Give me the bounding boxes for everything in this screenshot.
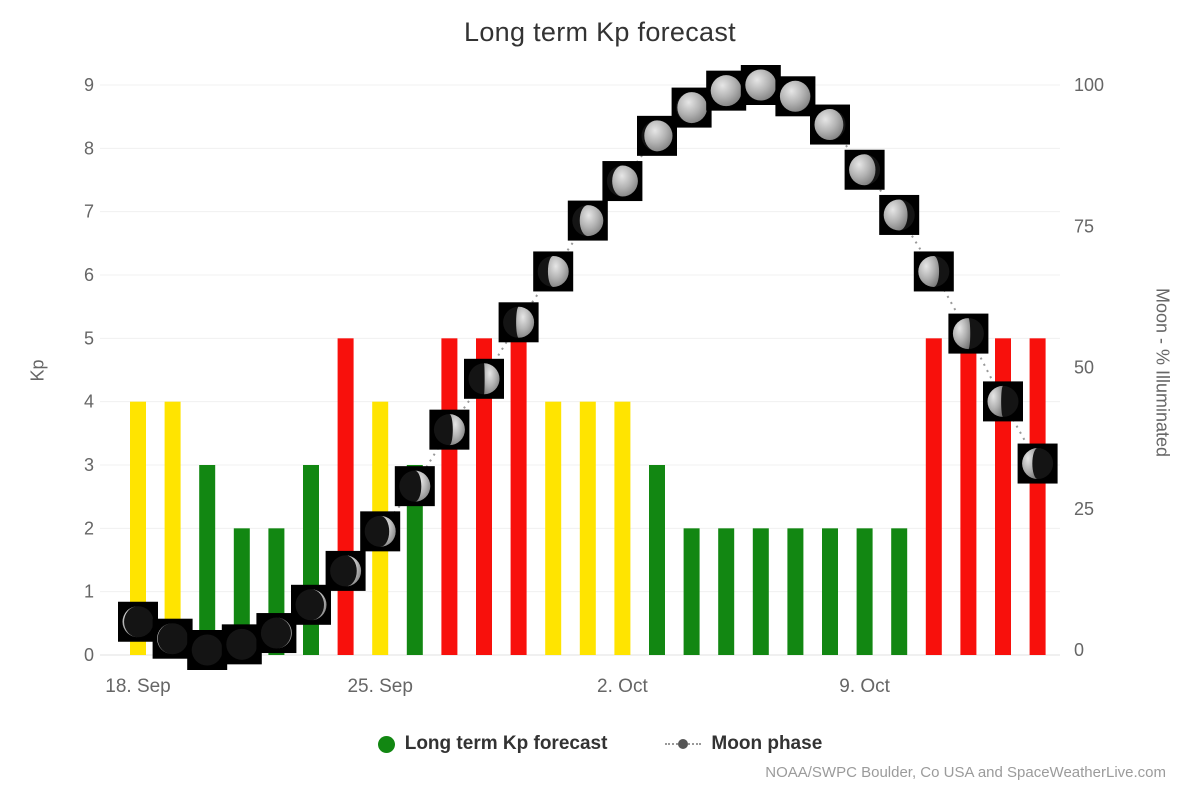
- moon-phase-point[interactable]: [256, 613, 297, 654]
- kp-bar[interactable]: [718, 528, 735, 655]
- right-axis-tick-label: 75: [1074, 216, 1094, 236]
- moon-phase-point[interactable]: [948, 313, 989, 354]
- chart-title: Long term Kp forecast: [464, 17, 736, 47]
- moon-phase-point[interactable]: [706, 70, 747, 111]
- kp-bar[interactable]: [614, 401, 631, 655]
- moon-phase-point[interactable]: [913, 251, 954, 292]
- legend-item-kp-forecast[interactable]: Long term Kp forecast: [377, 733, 608, 755]
- moon-phase-point[interactable]: [671, 87, 712, 128]
- kp-bar[interactable]: [406, 465, 423, 655]
- x-axis-tick-label: 18. Sep: [105, 676, 171, 697]
- kp-bar[interactable]: [545, 401, 562, 655]
- kp-bar[interactable]: [233, 528, 250, 655]
- kp-bar[interactable]: [925, 338, 942, 655]
- moon-dot-icon: [678, 739, 689, 749]
- moon-phase-point[interactable]: [360, 511, 401, 552]
- left-axis-tick-label: 1: [84, 582, 94, 602]
- x-axis-tick-label: 9. Oct: [839, 676, 890, 697]
- moon-phase-point[interactable]: [844, 149, 885, 190]
- left-axis-tick-label: 9: [84, 75, 94, 95]
- kp-bar[interactable]: [579, 401, 596, 655]
- credit-text[interactable]: NOAA/SWPC Boulder, Co USA and SpaceWeath…: [765, 764, 1166, 781]
- moon-phase-point[interactable]: [740, 65, 781, 105]
- moon-phase-point[interactable]: [394, 466, 435, 507]
- moon-phase-point[interactable]: [429, 409, 470, 450]
- moon-phase-point[interactable]: [567, 200, 608, 241]
- moon-phase-point[interactable]: [187, 630, 228, 670]
- moon-phase-point[interactable]: [879, 194, 920, 235]
- legend: Long term Kp forecast Moon phase: [0, 733, 1200, 755]
- kp-bar[interactable]: [960, 338, 977, 655]
- legend-item-moon-phase[interactable]: Moon phase: [665, 733, 822, 755]
- right-axis-tick-label: 100: [1074, 75, 1104, 95]
- moon-phase-legend-icon: [665, 737, 702, 751]
- moon-phase-point[interactable]: [983, 381, 1023, 422]
- left-axis-tick-label: 0: [84, 645, 94, 665]
- moon-phase-point[interactable]: [291, 584, 331, 625]
- moon-phase-point[interactable]: [1017, 443, 1058, 484]
- moon-phase-point[interactable]: [325, 550, 366, 591]
- moon-phase-point[interactable]: [533, 251, 574, 292]
- right-axis-tick-label: 50: [1074, 358, 1094, 378]
- left-axis-tick-label: 2: [84, 518, 94, 538]
- kp-bar[interactable]: [856, 528, 873, 655]
- kp-bar[interactable]: [649, 465, 665, 655]
- x-axis-tick-label: 2. Oct: [597, 676, 648, 697]
- kp-bar[interactable]: [164, 401, 181, 655]
- right-axis-tick-label: 0: [1074, 640, 1084, 660]
- moon-phase-point[interactable]: [810, 104, 850, 145]
- moon-phase-point[interactable]: [118, 601, 158, 642]
- left-axis-tick-label: 7: [84, 202, 94, 222]
- left-axis-tick-label: 5: [84, 328, 94, 348]
- kp-bar[interactable]: [441, 338, 458, 655]
- plot-area: 0 1 2 3 4 5 6 7 8 9 0 25 50 75 100 18. Sep 25. Sep 2. Oct…: [84, 65, 1104, 697]
- kp-bar[interactable]: [891, 528, 908, 655]
- legend-moon-label: Moon phase: [711, 733, 823, 754]
- right-axis-tick-label: 25: [1074, 499, 1094, 519]
- moon-phase-point[interactable]: [498, 302, 539, 343]
- kp-bar[interactable]: [822, 528, 838, 655]
- kp-bar[interactable]: [303, 465, 319, 655]
- right-axis-title: Moon - % Illuminated: [1152, 287, 1173, 458]
- moon-phase-point[interactable]: [152, 618, 193, 659]
- moon-phase-point[interactable]: [637, 115, 677, 156]
- left-axis-tick-label: 3: [84, 455, 94, 475]
- left-axis-tick-label: 8: [84, 138, 94, 158]
- kp-bar[interactable]: [1029, 338, 1046, 655]
- legend-kp-label: Long term Kp forecast: [404, 733, 608, 754]
- kp-bar[interactable]: [199, 465, 216, 655]
- moon-phase-point[interactable]: [221, 624, 262, 665]
- kp-bar[interactable]: [683, 528, 700, 655]
- moon-phase-point[interactable]: [775, 76, 816, 117]
- left-axis-tick-label: 6: [84, 265, 94, 285]
- kp-bar[interactable]: [337, 338, 354, 655]
- kp-series-legend-icon: [377, 735, 395, 753]
- kp-bar[interactable]: [752, 528, 769, 655]
- left-axis-tick-label: 4: [84, 392, 94, 412]
- kp-bar[interactable]: [476, 338, 492, 655]
- moon-phase-point[interactable]: [602, 161, 643, 202]
- moon-phase-point[interactable]: [464, 358, 504, 399]
- kp-bar[interactable]: [787, 528, 804, 655]
- x-axis-tick-label: 25. Sep: [347, 676, 413, 697]
- kp-bar[interactable]: [130, 401, 146, 655]
- left-axis-title: Kp: [27, 359, 48, 382]
- kp-bar[interactable]: [510, 338, 527, 655]
